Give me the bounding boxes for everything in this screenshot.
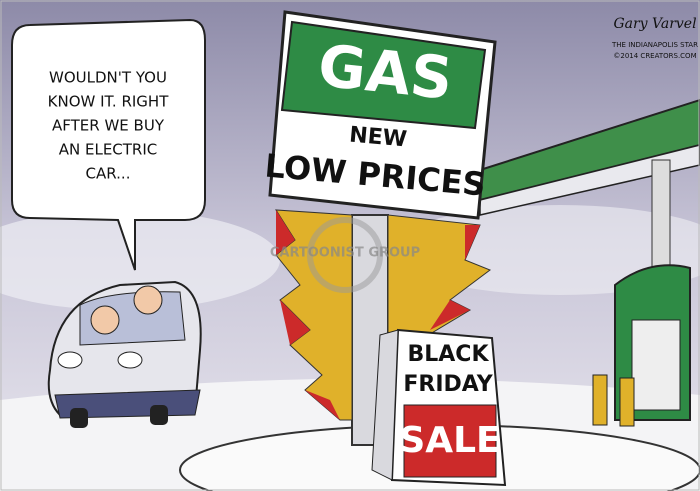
passenger xyxy=(91,306,119,334)
speech-line: CAR... xyxy=(86,165,131,183)
sale-line3: SALE xyxy=(399,420,500,461)
driver xyxy=(134,286,162,314)
wheel xyxy=(70,408,88,428)
headlight xyxy=(118,352,142,368)
gas-title: GAS xyxy=(315,31,456,113)
bollard xyxy=(620,378,634,426)
sale-line1: BLACK xyxy=(407,342,489,367)
speech-line: AFTER WE BUY xyxy=(52,117,165,135)
speech-line: AN ELECTRIC xyxy=(59,141,158,159)
wheel xyxy=(150,405,168,425)
signature-credit: ©2014 CREATORS.COM xyxy=(613,52,696,60)
headlight xyxy=(58,352,82,368)
watermark: CARTOONIST GROUP xyxy=(270,246,420,261)
signature-credit: THE INDIANAPOLIS STAR xyxy=(611,41,698,49)
canopy-pole xyxy=(652,160,670,270)
page: {"speech_bubble": {"lines": ["WOULDN'T Y… xyxy=(0,0,700,491)
signature-name: Gary Varvel xyxy=(613,16,696,32)
cartoon: GAS NEW LOW PRICES BLACK FRIDAY SALE WOU… xyxy=(0,0,700,491)
sale-line2: FRIDAY xyxy=(403,372,493,397)
bollard xyxy=(593,375,607,425)
speech-line: WOULDN'T YOU xyxy=(49,69,167,87)
pump-panel xyxy=(632,320,680,410)
speech-line: KNOW IT. RIGHT xyxy=(48,93,170,111)
gas-line1: NEW xyxy=(348,123,408,153)
